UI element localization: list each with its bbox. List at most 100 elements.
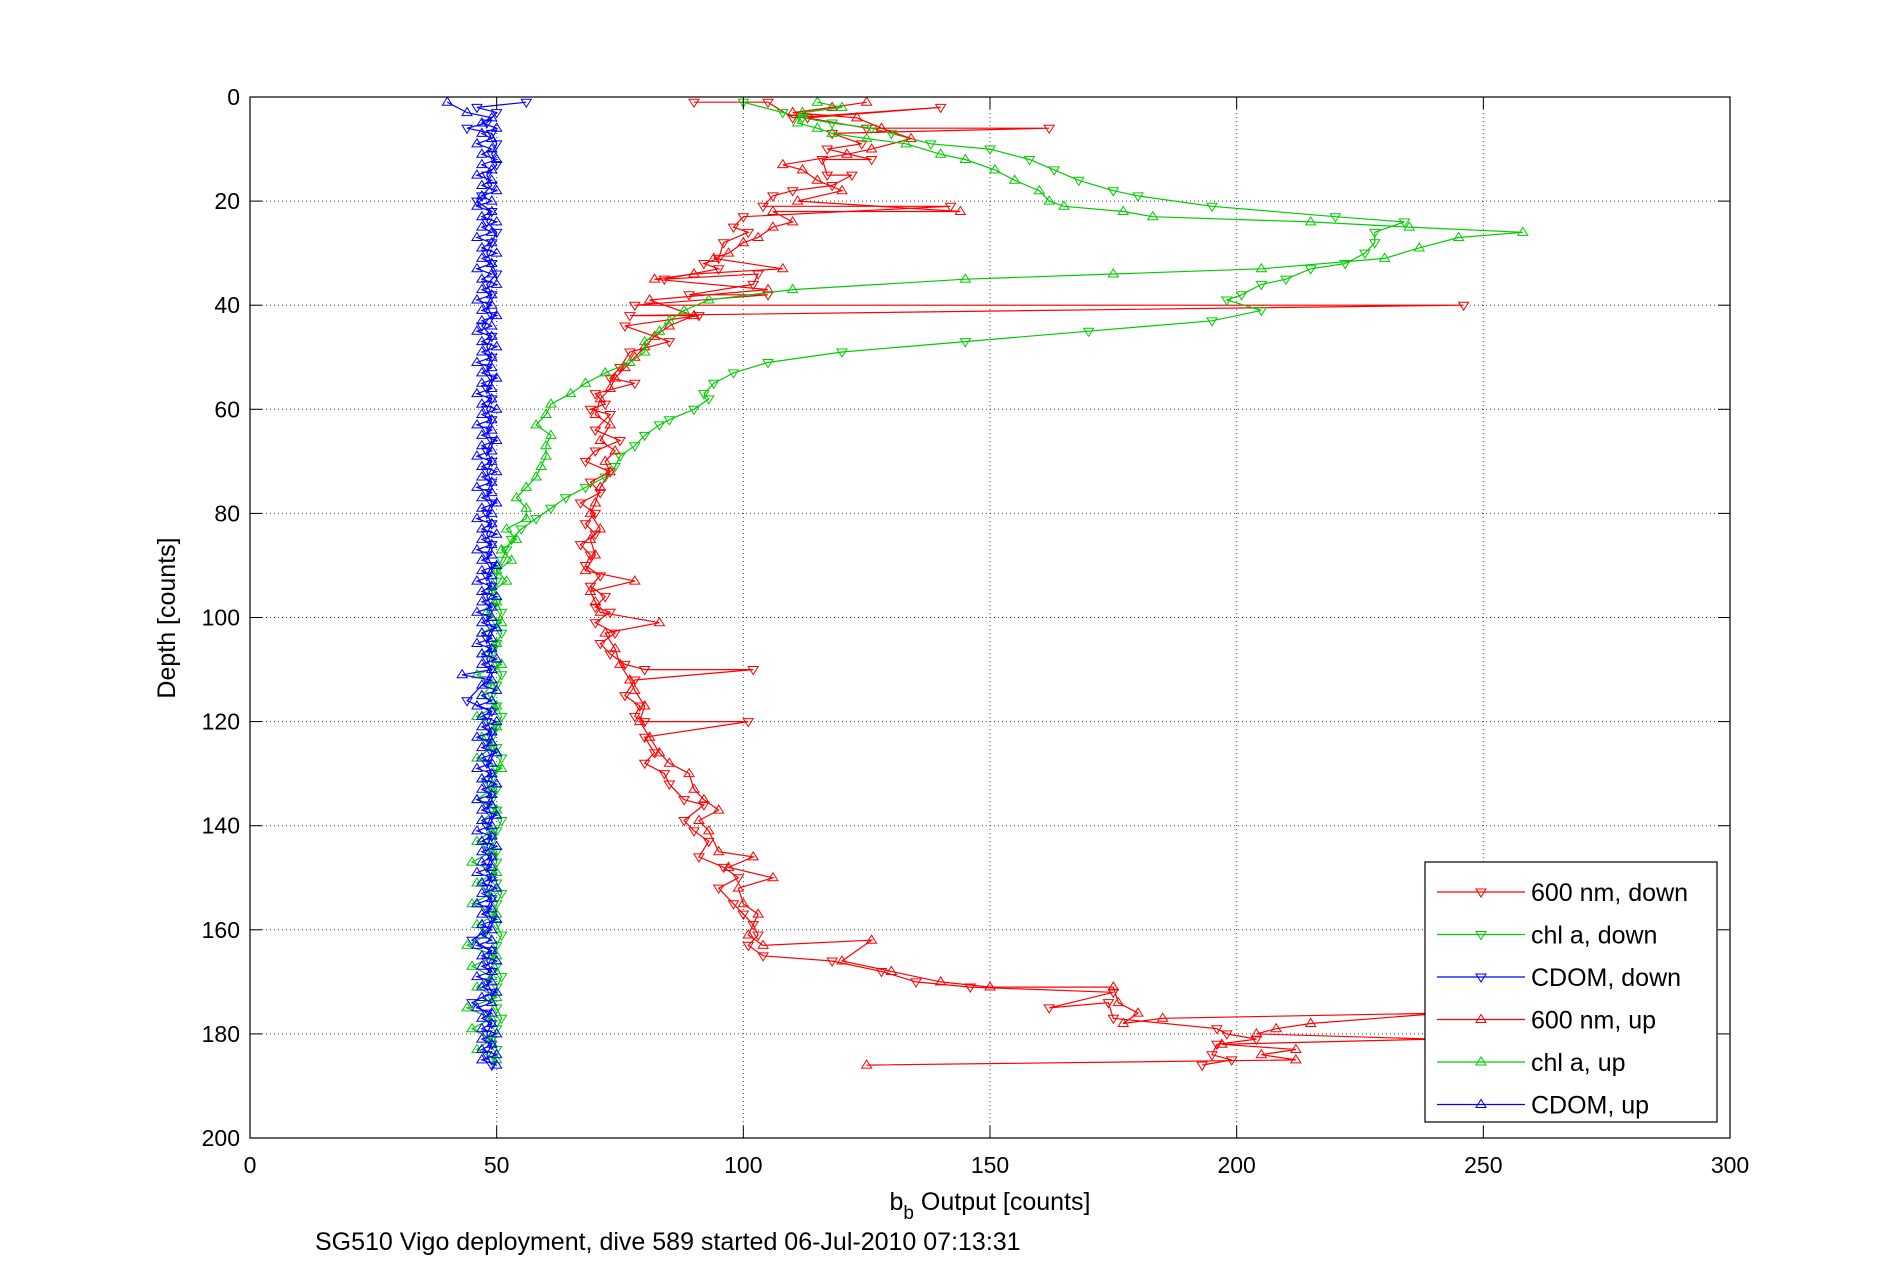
data-point (811, 122, 824, 132)
data-point (1107, 187, 1120, 197)
data-point (471, 793, 483, 804)
data-point (702, 294, 715, 304)
data-point (471, 512, 483, 523)
data-point (475, 929, 488, 939)
data-point (495, 671, 508, 681)
plot-area (441, 96, 1529, 1072)
data-point (466, 1022, 478, 1033)
legend-label: CDOM, up (1531, 1092, 1649, 1120)
data-point (865, 124, 878, 135)
data-point (678, 816, 691, 827)
data-point (530, 418, 543, 429)
data-point (490, 785, 503, 796)
data-point (1359, 249, 1371, 260)
data-point (1235, 291, 1248, 301)
data-point (599, 366, 612, 377)
data-point (490, 598, 503, 608)
data-point (485, 257, 498, 268)
data-point (737, 236, 750, 247)
data-point (475, 908, 488, 918)
data-point (490, 372, 503, 382)
data-point (1132, 192, 1144, 202)
data-point (845, 171, 858, 182)
data-point (599, 627, 612, 637)
data-point (1215, 1038, 1228, 1048)
data-point (485, 288, 498, 299)
data-point (1339, 260, 1352, 270)
data-point (1048, 166, 1061, 176)
data-point (485, 892, 498, 903)
data-point (485, 351, 498, 361)
data-point (623, 674, 636, 684)
data-point (466, 856, 478, 866)
data-point (475, 158, 488, 169)
data-point (471, 200, 483, 210)
data-point (495, 616, 508, 627)
data-point (1516, 226, 1529, 236)
data-point (1196, 1061, 1209, 1072)
x-axis-label-rest: Output [counts] (914, 1188, 1091, 1216)
data-point (475, 189, 488, 200)
data-point (485, 975, 498, 986)
data-point (490, 955, 503, 965)
data-point (653, 616, 666, 627)
series-line-600-nm-up (584, 101, 1444, 1066)
data-point (475, 127, 488, 137)
data-point (604, 418, 617, 429)
data-point (1107, 1014, 1120, 1025)
data-point (693, 814, 705, 824)
data-point (475, 752, 488, 762)
data-point (579, 520, 592, 530)
data-point (490, 986, 503, 996)
legend-marker (1475, 973, 1487, 983)
data-point (475, 887, 488, 897)
data-point (490, 621, 503, 632)
data-point (520, 98, 533, 109)
data-point (485, 705, 498, 715)
data-point (485, 580, 498, 590)
data-point (1008, 174, 1021, 184)
data-point (589, 408, 602, 419)
data-point (475, 772, 488, 783)
data-point (471, 637, 483, 648)
data-point (638, 346, 651, 356)
data-point (545, 398, 557, 408)
data-point (742, 941, 755, 952)
data-point (702, 837, 715, 848)
data-point (599, 455, 612, 465)
data-point (485, 382, 498, 392)
data-point (599, 593, 612, 603)
data-point (1220, 296, 1233, 306)
data-point (816, 155, 829, 166)
data-point (485, 181, 498, 192)
data-point (475, 242, 488, 252)
data-point (485, 392, 498, 403)
data-point (1156, 1012, 1169, 1022)
data-point (490, 215, 503, 226)
data-point (490, 653, 503, 663)
data-point (490, 715, 503, 726)
data-point (604, 382, 617, 392)
data-point (737, 213, 750, 223)
data-point (490, 866, 503, 877)
data-point (702, 395, 715, 405)
data-point (475, 398, 488, 408)
x-axis-label-main: b (890, 1188, 904, 1216)
data-point (786, 106, 799, 117)
data-point (471, 387, 483, 398)
x-tick-label: 50 (484, 1152, 510, 1178)
data-point (826, 119, 839, 129)
data-point (1082, 327, 1095, 338)
x-tick-label: 300 (1711, 1152, 1749, 1178)
data-point (821, 171, 834, 182)
data-point (475, 658, 488, 668)
data-point (485, 850, 498, 861)
data-point (471, 294, 483, 304)
legend-label: chl a, up (1531, 1049, 1626, 1077)
data-point (924, 140, 937, 150)
data-point (485, 174, 498, 184)
data-point (490, 309, 503, 320)
data-point (1398, 218, 1411, 228)
data-point (485, 783, 498, 793)
data-point (678, 796, 691, 806)
